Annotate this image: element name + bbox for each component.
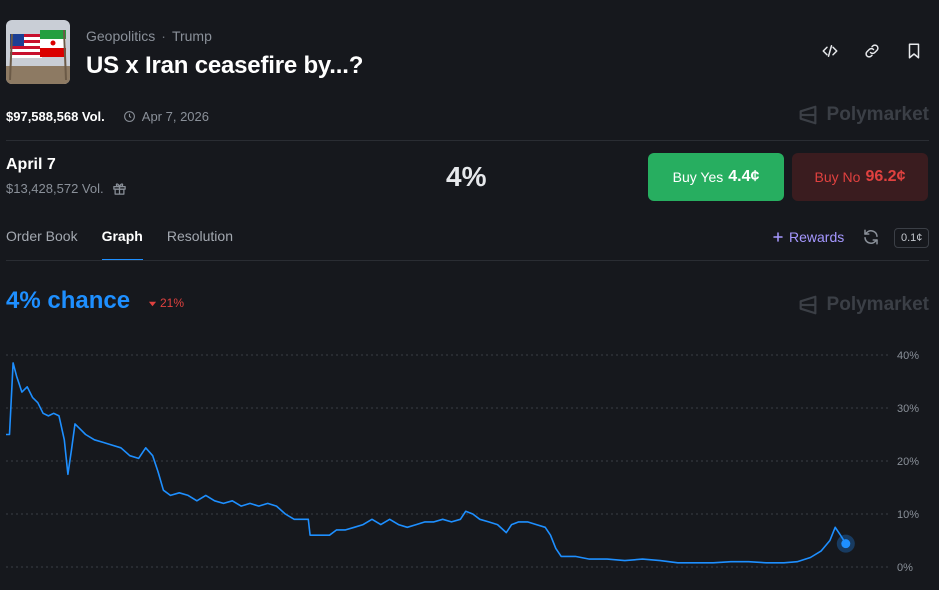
copy-link-button[interactable] <box>861 40 883 62</box>
bookmark-button[interactable] <box>903 40 925 62</box>
rewards-label: Rewards <box>789 229 845 245</box>
brand-name: Polymarket <box>826 294 929 315</box>
plus-icon <box>773 232 783 242</box>
series-line <box>6 362 847 564</box>
buy-yes-price: 4.4¢ <box>728 168 760 185</box>
code-icon <box>822 45 838 57</box>
market-thumbnail <box>6 20 70 84</box>
breadcrumb-trump[interactable]: Trump <box>171 28 212 44</box>
brand-name: Polymarket <box>826 104 929 125</box>
change-indicator: 21% <box>148 296 184 310</box>
outcome-name: April 7 <box>6 156 56 173</box>
breadcrumb: Geopolitics · Trump <box>86 28 212 44</box>
y-tick-label: 0% <box>897 562 913 574</box>
gift-icon[interactable] <box>112 181 127 196</box>
tick-size-selector[interactable]: 0.1¢ <box>894 228 930 248</box>
caret-down-icon <box>148 301 157 306</box>
current-point <box>841 539 851 549</box>
end-date-text: Apr 7, 2026 <box>141 109 209 124</box>
divider <box>6 140 929 141</box>
buy-yes-button[interactable]: Buy Yes 4.4¢ <box>648 153 784 201</box>
breadcrumb-geopolitics[interactable]: Geopolitics <box>86 28 156 44</box>
change-value: 21% <box>160 296 185 310</box>
buy-yes-label: Buy Yes <box>672 169 724 185</box>
detail-tabs: Order Book Graph Resolution <box>6 228 233 261</box>
refresh-icon[interactable] <box>862 228 880 246</box>
outcome-volume-text: $13,428,572 Vol. <box>6 181 104 196</box>
tab-order-book[interactable]: Order Book <box>6 228 78 244</box>
polymarket-logo-icon <box>799 295 816 315</box>
outcome-percent: 4% <box>446 161 487 192</box>
link-icon <box>865 44 879 58</box>
buy-no-price: 96.2¢ <box>865 168 906 185</box>
clock-icon <box>123 111 135 122</box>
y-tick-label: 40% <box>897 350 919 362</box>
us-iran-flags-image <box>6 20 70 84</box>
outcome-volume: $13,428,572 Vol. <box>6 181 127 196</box>
total-volume: $97,588,568 Vol. <box>6 109 105 124</box>
market-title: US x Iran ceasefire by...? <box>86 52 364 79</box>
brand-watermark: Polymarket <box>797 294 929 316</box>
buy-no-label: Buy No <box>814 169 861 185</box>
buy-no-button[interactable]: Buy No 96.2¢ <box>792 153 928 201</box>
rewards-button[interactable]: Rewards <box>772 229 844 245</box>
y-tick-label: 30% <box>897 403 919 415</box>
y-tick-label: 20% <box>897 456 919 468</box>
polymarket-logo-icon <box>799 105 816 125</box>
tab-resolution[interactable]: Resolution <box>166 228 233 244</box>
bookmark-icon <box>908 43 920 59</box>
embed-button[interactable] <box>819 40 841 62</box>
top-actions <box>819 40 925 62</box>
tab-graph[interactable]: Graph <box>101 228 143 261</box>
market-meta: $97,588,568 Vol. Apr 7, 2026 <box>6 109 209 124</box>
chance-label: 4% chance <box>6 287 131 314</box>
brand-watermark: Polymarket <box>797 104 929 126</box>
divider <box>6 260 929 261</box>
end-date: Apr 7, 2026 <box>123 109 209 124</box>
breadcrumb-separator: · <box>161 28 166 44</box>
y-tick-label: 10% <box>897 509 919 521</box>
price-chart[interactable]: 40% 30% 20% 10% 0% <box>0 330 939 590</box>
